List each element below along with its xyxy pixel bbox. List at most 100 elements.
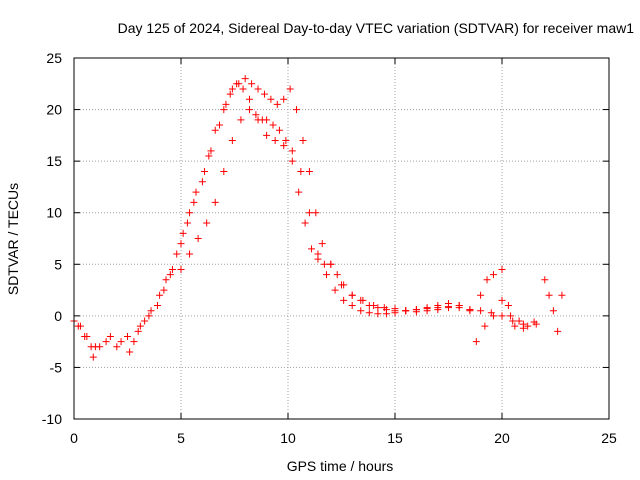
series-trace-a [70, 80, 538, 361]
y-tick-label: 10 [46, 205, 62, 221]
data-point [254, 85, 262, 93]
data-point [153, 302, 161, 310]
data-point [348, 302, 356, 310]
data-point [532, 320, 540, 328]
tick-layer: 0 5 10 15 20 25 -10 -5 0 5 10 15 20 25 [42, 50, 617, 446]
data-point [263, 116, 271, 124]
data-point [102, 338, 110, 346]
data-point [226, 90, 234, 98]
data-point [365, 309, 373, 317]
data-point [87, 343, 95, 351]
data-point [273, 100, 281, 108]
data-point [282, 137, 290, 145]
data-point [359, 296, 367, 304]
data-point [156, 291, 164, 299]
data-point [235, 80, 243, 88]
data-point [288, 147, 296, 155]
data-point [201, 167, 209, 175]
y-tick-label: 20 [46, 102, 62, 118]
data-point [380, 304, 388, 312]
data-point [357, 307, 365, 315]
data-point [280, 95, 288, 103]
data-point [288, 157, 296, 165]
series-trace-c [177, 106, 566, 346]
grid-layer [74, 58, 609, 419]
data-point [173, 250, 181, 258]
data-point [455, 302, 463, 310]
data-point [323, 271, 331, 279]
x-axis-label: GPS time / hours [287, 458, 394, 474]
data-point [295, 188, 303, 196]
data-point [74, 322, 82, 330]
chart-title: Day 125 of 2024, Sidereal Day-to-day VTE… [118, 20, 635, 36]
data-point [126, 348, 134, 356]
data-layer [70, 75, 566, 361]
data-point [147, 307, 155, 315]
data-point [299, 137, 307, 145]
data-point [445, 299, 452, 307]
data-point [327, 260, 335, 268]
data-point [211, 126, 219, 134]
data-point [305, 167, 313, 175]
data-point [549, 307, 557, 315]
data-point [269, 121, 277, 129]
data-point [472, 338, 480, 346]
data-point [267, 95, 275, 103]
data-point [89, 353, 97, 361]
data-point [254, 116, 262, 124]
data-point [391, 309, 399, 317]
data-point [198, 178, 206, 186]
data-point [541, 276, 549, 284]
data-point [507, 312, 515, 320]
data-point [318, 240, 326, 248]
x-tick-label: 25 [601, 430, 617, 446]
data-point [141, 317, 149, 325]
data-point [504, 302, 512, 310]
data-point [498, 312, 506, 320]
data-point [211, 198, 219, 206]
data-point [340, 296, 348, 304]
data-point [239, 85, 247, 93]
data-point [271, 137, 279, 145]
y-tick-label: 5 [54, 256, 62, 272]
data-point [412, 306, 420, 314]
data-point [466, 307, 474, 315]
data-point [558, 291, 566, 299]
data-point [241, 75, 249, 83]
x-tick-label: 20 [494, 430, 510, 446]
data-point [192, 188, 200, 196]
y-tick-label: 15 [46, 153, 62, 169]
data-point [515, 317, 523, 325]
data-point [434, 302, 442, 310]
data-point [166, 271, 174, 279]
data-point [297, 167, 305, 175]
y-tick-label: 25 [46, 50, 62, 66]
data-point [314, 250, 322, 258]
data-point [305, 209, 313, 217]
data-point [524, 322, 532, 330]
data-point [286, 85, 294, 93]
data-point [382, 310, 390, 318]
data-point [374, 310, 382, 318]
data-point [205, 152, 213, 160]
data-point [498, 265, 506, 273]
data-point [145, 312, 153, 320]
data-point [124, 332, 131, 340]
data-point [481, 322, 489, 330]
data-point [179, 229, 187, 237]
data-point [554, 327, 562, 335]
data-point [117, 338, 125, 346]
data-point [252, 111, 260, 119]
data-point [509, 317, 517, 325]
plot-frame [73, 57, 610, 420]
x-tick-label: 0 [70, 430, 78, 446]
data-point [203, 219, 211, 227]
data-point [423, 304, 431, 312]
data-point [312, 209, 320, 217]
data-point [245, 95, 253, 103]
data-point [183, 219, 191, 227]
data-point [194, 235, 202, 242]
data-point [220, 167, 228, 175]
